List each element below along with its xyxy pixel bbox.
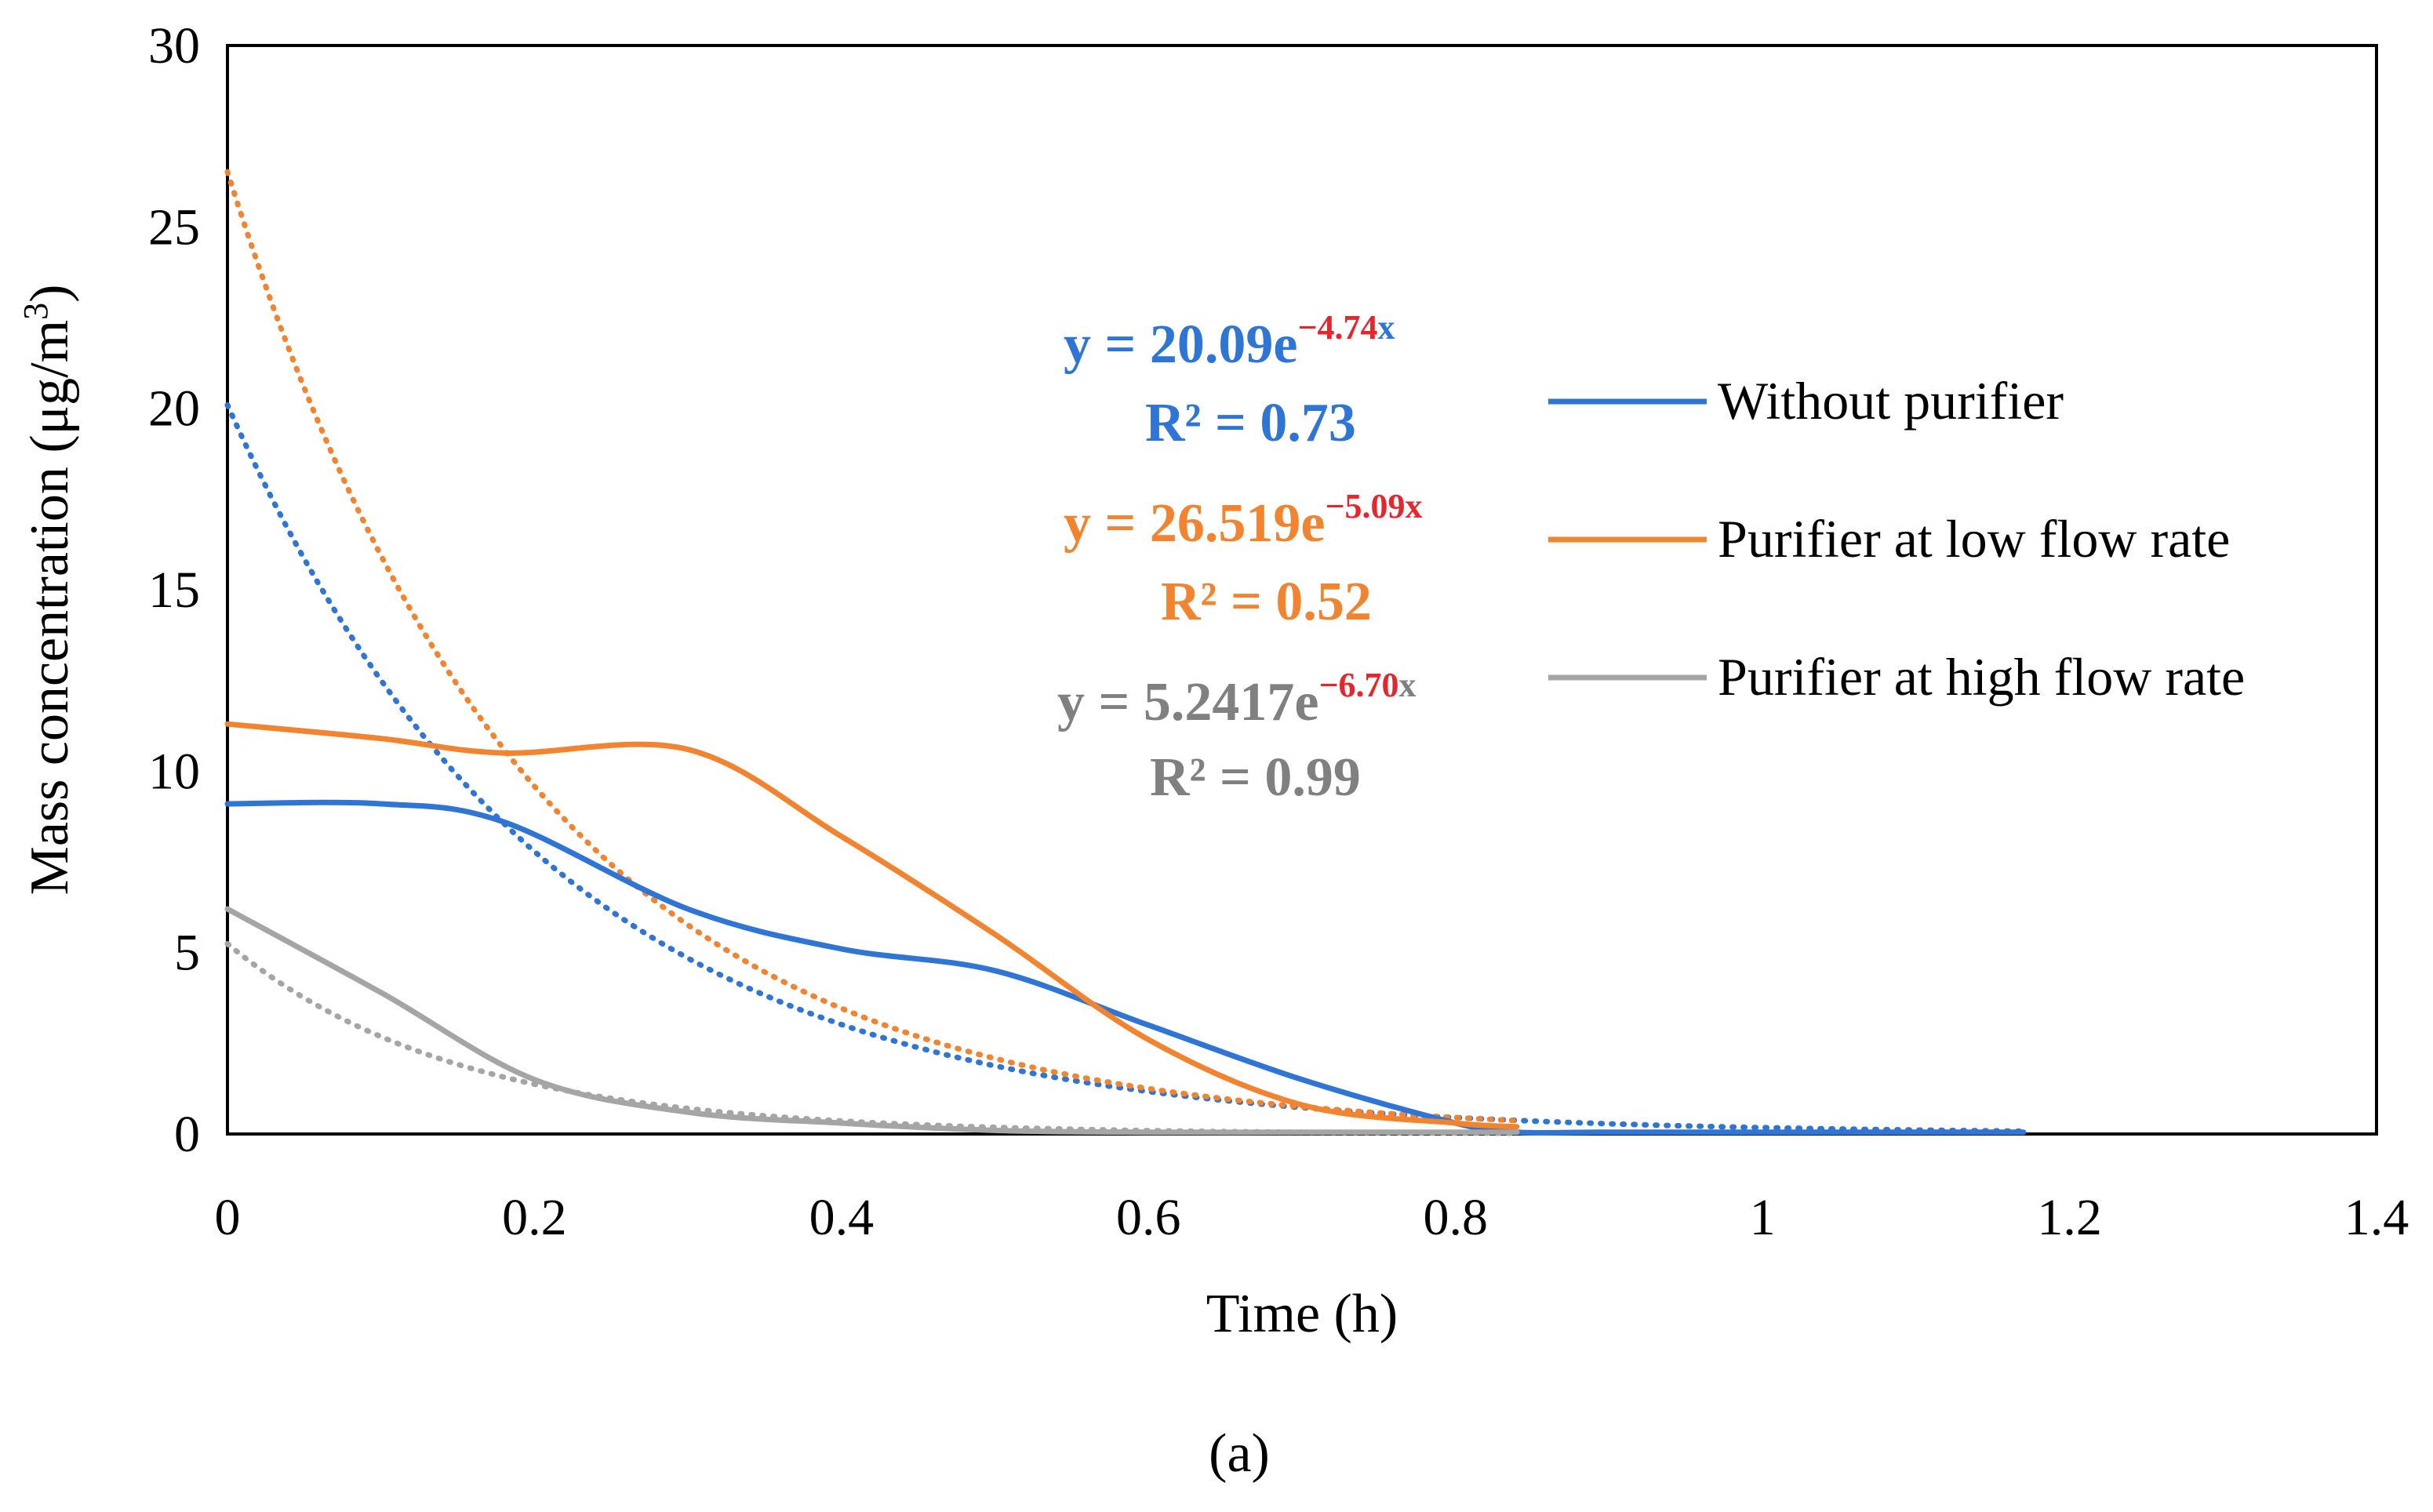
- equation-exponent-var: x: [1378, 308, 1395, 347]
- equation-base: y = 26.519e: [1064, 493, 1325, 554]
- x-axis-ticks: 0 0.2 0.4 0.6 0.8 1 1.2 1.4: [215, 1189, 2409, 1246]
- equation-text: y = 26.519e−5.09x: [1064, 487, 1423, 554]
- y-tick-label: 0: [174, 1106, 200, 1163]
- y-axis-title-main: Mass concentration (μg/m: [20, 320, 80, 895]
- equation-exponent-sign: −: [1325, 487, 1344, 525]
- equation-exponent-var: x: [1406, 487, 1423, 525]
- equation-exponent-value: 5.09: [1345, 487, 1406, 525]
- trendline-equation-high-flow: y = 5.2417e−6.70x R² = 0.99: [1057, 666, 1417, 808]
- panel-label: (a): [1209, 1423, 1270, 1484]
- trendline-equation-without-purifier: y = 20.09e−4.74x R² = 0.73: [1064, 308, 1395, 453]
- legend-item-without-purifier: Without purifier: [1548, 371, 2064, 431]
- equation-exponent-value: 4.74: [1318, 308, 1378, 347]
- series-line-high-flow: [224, 906, 1520, 1136]
- legend-label-low-flow: Purifier at low flow rate: [1718, 509, 2230, 569]
- x-tick-label: 0.6: [1116, 1189, 1181, 1246]
- equation-text: y = 5.2417e−6.70x: [1057, 666, 1417, 732]
- x-tick-label: 0: [215, 1189, 241, 1246]
- x-tick-label: 0.2: [502, 1189, 567, 1246]
- legend-label-high-flow: Purifier at high flow rate: [1718, 647, 2245, 707]
- equation-exponent-sign: −: [1318, 666, 1338, 704]
- x-tick-label: 1.2: [2037, 1189, 2102, 1246]
- legend-item-high-flow: Purifier at high flow rate: [1548, 647, 2245, 707]
- y-tick-label: 25: [148, 198, 200, 256]
- series-line-without-purifier: [224, 799, 2027, 1136]
- equation-exponent-value: 6.70: [1339, 666, 1399, 704]
- x-tick-label: 1.4: [2344, 1189, 2409, 1246]
- equation-base: y = 5.2417e: [1057, 672, 1318, 732]
- equation-base: y = 20.09e: [1064, 314, 1297, 375]
- y-axis-title: Mass concentration (μg/m3): [16, 285, 80, 896]
- equation-text: y = 20.09e−4.74x: [1064, 308, 1395, 375]
- trendline-equation-low-flow: y = 26.519e−5.09x R² = 0.52: [1064, 487, 1423, 632]
- y-axis-title-superscript: 3: [16, 303, 55, 320]
- y-axis-ticks: 0 5 10 15 20 25 30: [148, 17, 200, 1163]
- r-squared-text: R² = 0.52: [1161, 572, 1372, 632]
- r-squared-text: R² = 0.99: [1150, 747, 1361, 808]
- y-tick-label: 30: [148, 17, 200, 75]
- equation-exponent-var: x: [1399, 666, 1417, 704]
- trendline-without-purifier: [224, 402, 2027, 1134]
- series-line-low-flow: [224, 721, 1520, 1130]
- y-tick-label: 5: [174, 925, 200, 982]
- r-squared-text: R² = 0.73: [1145, 393, 1356, 453]
- x-axis-title: Time (h): [1206, 1284, 1398, 1344]
- y-tick-label: 20: [148, 380, 200, 438]
- legend-item-low-flow: Purifier at low flow rate: [1548, 509, 2230, 569]
- y-tick-label: 15: [148, 562, 200, 619]
- y-axis-title-close: ): [20, 285, 80, 303]
- x-tick-label: 1: [1750, 1189, 1776, 1246]
- y-tick-label: 10: [148, 743, 200, 800]
- series-lines: [224, 721, 2027, 1136]
- x-tick-label: 0.8: [1423, 1189, 1488, 1246]
- legend: Without purifier Purifier at low flow ra…: [1548, 371, 2245, 707]
- x-tick-label: 0.4: [809, 1189, 875, 1246]
- legend-label-without-purifier: Without purifier: [1718, 371, 2064, 431]
- equation-exponent-sign: −: [1297, 308, 1317, 347]
- trendline-high-flow: [224, 941, 1520, 1136]
